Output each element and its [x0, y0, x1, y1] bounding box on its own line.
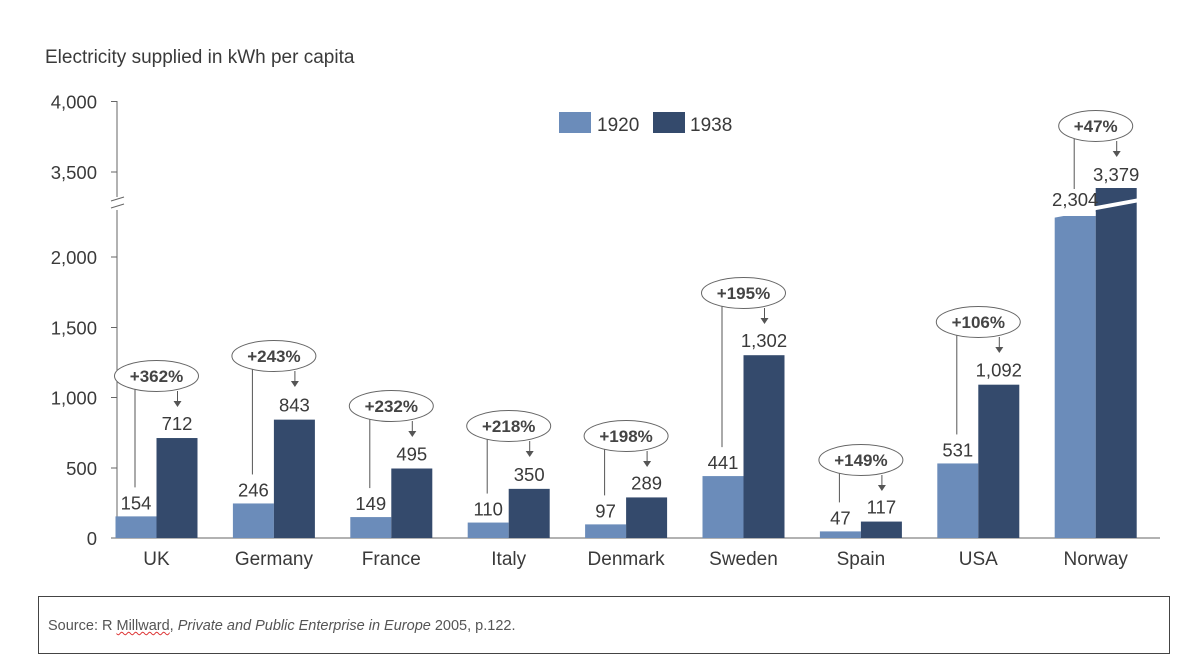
- y-tick-label: 3,500: [51, 162, 97, 183]
- y-axis-title: Electricity supplied in kWh per capita: [45, 47, 355, 68]
- change-bubble: [818, 444, 904, 476]
- axis-break-mark: [110, 203, 125, 209]
- bar-1938: [978, 384, 1020, 538]
- y-tick-label: 1,000: [51, 388, 97, 409]
- source-sep: ,: [169, 618, 178, 634]
- bar-1920: [115, 516, 157, 538]
- data-label-1938: 712: [162, 413, 193, 434]
- change-arrow-head: [173, 401, 182, 407]
- change-label: +195%: [717, 284, 770, 303]
- bar-1938: [626, 497, 668, 538]
- data-label-1938: 117: [867, 497, 897, 518]
- legend-label-1938: 1938: [690, 115, 732, 136]
- bar-1938: [156, 438, 198, 538]
- change-arrow-head: [877, 485, 886, 491]
- change-label: +362%: [130, 367, 183, 386]
- source-prefix: Source: R: [48, 618, 117, 634]
- bar-1938: [508, 488, 550, 538]
- data-label-1920: 47: [830, 507, 851, 528]
- data-label-1938: 289: [631, 472, 662, 493]
- change-arrow-head: [995, 347, 1004, 353]
- bar-1938: [391, 468, 433, 538]
- y-tick-label: 2,000: [51, 247, 97, 268]
- change-arrow-head: [408, 431, 417, 437]
- source-box: Source: R Millward, Private and Public E…: [38, 596, 1170, 654]
- data-label-1938: 1,092: [976, 360, 1022, 381]
- data-label-1938: 843: [279, 395, 310, 416]
- data-label-1920: 154: [121, 492, 152, 513]
- data-label-1920: 110: [473, 499, 503, 520]
- x-tick-label: Spain: [837, 549, 886, 570]
- x-tick-label: UK: [143, 549, 170, 570]
- x-tick-label: USA: [959, 549, 998, 570]
- change-bubble: [231, 340, 317, 372]
- change-bubble: [466, 410, 552, 442]
- source-suffix: 2005, p.122.: [430, 618, 516, 634]
- change-arrow-head: [290, 381, 299, 387]
- change-bubble: [935, 306, 1021, 338]
- bar-1920: [467, 522, 509, 538]
- bar-1938: [743, 355, 785, 538]
- bar-1920: [819, 531, 861, 538]
- y-tick-label: 0: [87, 528, 97, 549]
- y-tick-label: 500: [66, 458, 97, 479]
- change-arrow-head: [525, 451, 534, 457]
- change-label: +243%: [247, 347, 300, 366]
- legend-swatch-1938: [653, 112, 685, 133]
- x-tick-label: Germany: [235, 549, 314, 570]
- source-author: Millward: [116, 618, 170, 634]
- change-label: +149%: [834, 451, 887, 470]
- legend-label-1920: 1920: [597, 115, 639, 136]
- bar-1920: [585, 524, 627, 538]
- source-title: Private and Public Enterprise in Europe: [177, 618, 431, 634]
- bar-1938: [273, 419, 315, 538]
- data-label-1938: 495: [396, 444, 427, 465]
- source-note: Source: R Millward, Private and Public E…: [48, 618, 516, 634]
- x-tick-label: Norway: [1063, 549, 1128, 570]
- change-bubble: [583, 420, 669, 452]
- data-label-1938: 350: [514, 464, 545, 485]
- bar-1920: [702, 476, 744, 538]
- change-bubble: [1058, 110, 1134, 142]
- bar-1938: [1095, 188, 1137, 538]
- change-arrow-head: [643, 461, 652, 467]
- data-label-1938: 1,302: [741, 330, 787, 351]
- change-label: +198%: [599, 427, 652, 446]
- bar-1938: [860, 521, 902, 538]
- change-label: +106%: [952, 313, 1005, 332]
- x-tick-label: Denmark: [588, 549, 666, 570]
- change-arrow-head: [1112, 151, 1121, 157]
- bar-1920: [937, 463, 979, 538]
- data-label-1920: 531: [942, 439, 973, 460]
- change-arrow-head: [760, 318, 769, 324]
- x-tick-label: Sweden: [709, 549, 778, 570]
- bar-break-gap: [1054, 212, 1096, 216]
- change-bubble: [114, 360, 199, 392]
- change-label: +218%: [482, 417, 535, 436]
- data-label-1920: 97: [595, 500, 616, 521]
- y-tick-label: 1,500: [51, 318, 97, 339]
- axis-break-mark: [110, 196, 125, 202]
- bar-1920: [232, 503, 274, 538]
- x-tick-label: France: [362, 549, 421, 570]
- data-label-1920: 149: [355, 493, 386, 514]
- data-label-1920: 2,304: [1052, 189, 1098, 210]
- change-label: +47%: [1074, 117, 1118, 136]
- data-label-1920: 246: [238, 479, 269, 500]
- data-label-1920: 441: [708, 452, 739, 473]
- change-bubble: [348, 390, 434, 422]
- legend-swatch-1920: [559, 112, 591, 133]
- x-tick-label: Italy: [491, 549, 526, 570]
- y-tick-label: 4,000: [51, 92, 97, 113]
- bar-1920: [350, 517, 392, 538]
- data-label-1938: 3,379: [1093, 164, 1139, 185]
- change-bubble: [701, 277, 786, 309]
- change-label: +232%: [365, 397, 418, 416]
- bar-1920: [1054, 214, 1096, 538]
